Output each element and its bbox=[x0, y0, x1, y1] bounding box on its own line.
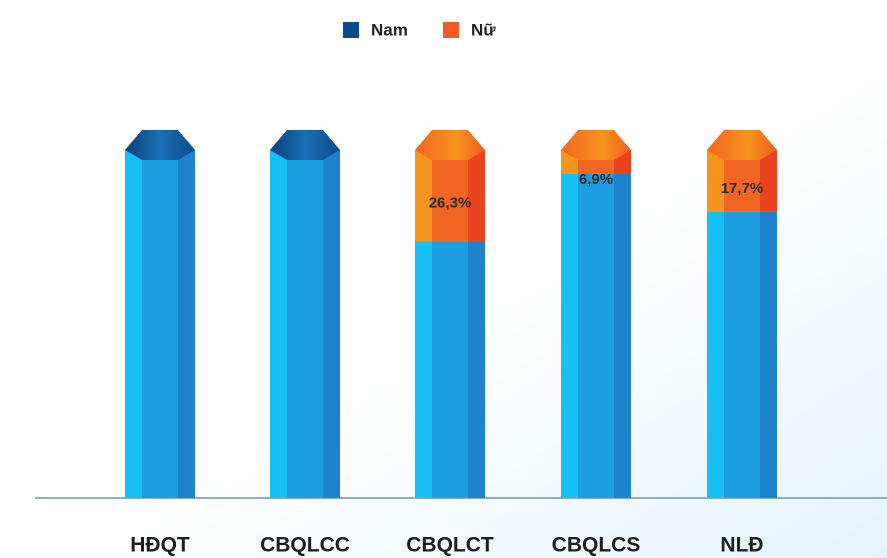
bar-cap bbox=[415, 130, 485, 160]
bar-face-left bbox=[415, 150, 432, 242]
bar-face-left bbox=[707, 211, 724, 498]
x-tick-label: CBQLCS bbox=[552, 534, 641, 557]
value-label: 17,7% bbox=[721, 180, 764, 197]
bar-face-right bbox=[323, 150, 340, 498]
value-label: 26,3% bbox=[429, 195, 472, 212]
bar-cap bbox=[270, 130, 340, 160]
bar-segment bbox=[415, 241, 485, 499]
bar-face-left bbox=[270, 150, 287, 498]
bar-face-front bbox=[724, 211, 760, 498]
legend-label: Nữ bbox=[471, 20, 496, 39]
value-label: 6,9% bbox=[579, 171, 613, 188]
bar-face-front bbox=[724, 150, 760, 212]
legend-swatch bbox=[343, 22, 359, 38]
bar-face-right bbox=[468, 241, 485, 499]
bar-face-front bbox=[142, 150, 178, 498]
bar-face-front bbox=[432, 150, 468, 242]
x-tick-label: NLĐ bbox=[720, 534, 763, 557]
legend-label: Nam bbox=[371, 20, 408, 39]
x-tick-label: CBQLCC bbox=[260, 534, 350, 557]
bar-cap bbox=[125, 130, 195, 160]
bar-face-right bbox=[760, 150, 777, 212]
bar-face-front bbox=[432, 241, 468, 499]
bar-segment bbox=[270, 150, 340, 498]
bar-face-front bbox=[578, 174, 614, 498]
bar-segment bbox=[415, 150, 485, 242]
bar-cap bbox=[561, 130, 631, 160]
bar-segment bbox=[707, 211, 777, 498]
bar-face-front bbox=[287, 150, 323, 498]
bar-segment bbox=[707, 150, 777, 212]
bar-face-left bbox=[561, 174, 578, 498]
bar-cap bbox=[707, 130, 777, 160]
x-tick-label: HĐQT bbox=[130, 534, 190, 557]
bar-face-right bbox=[178, 150, 195, 498]
bar-face-left bbox=[125, 150, 142, 498]
legend-swatch bbox=[443, 22, 459, 38]
x-tick-label: CBQLCT bbox=[406, 534, 494, 557]
bar-face-left bbox=[707, 150, 724, 212]
bar-segment bbox=[125, 150, 195, 498]
bar-face-right bbox=[468, 150, 485, 242]
bar-segment bbox=[561, 174, 631, 498]
bar-face-right bbox=[614, 174, 631, 498]
bar-face-left bbox=[415, 241, 432, 499]
bar-face-right bbox=[760, 211, 777, 498]
